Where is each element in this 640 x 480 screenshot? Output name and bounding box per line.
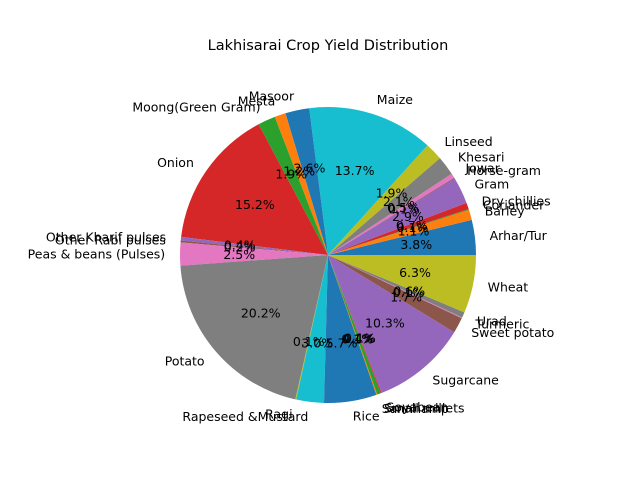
slice-percent-label: 0.1%	[393, 285, 425, 300]
slice-percent-label: 0.4%	[343, 331, 375, 346]
slice-percent-label: 0.6%	[393, 283, 425, 298]
pie-slice	[180, 242, 328, 266]
pie-slice	[296, 255, 328, 403]
pie-slice	[328, 145, 440, 255]
slice-category-label: Sweet potato	[471, 325, 554, 340]
pie-slice	[180, 236, 328, 255]
pie-slice	[328, 255, 476, 313]
slice-category-label: Barley	[485, 203, 526, 218]
slice-category-label: Small millets	[384, 400, 464, 415]
pie-slice	[328, 202, 469, 255]
slice-category-label: Sannhamp	[382, 401, 449, 416]
pie-percent-labels: 3.8%1.1%0.1%0.7%2.9%0.1%0.5%2.1%1.9%13.7…	[223, 161, 432, 351]
slice-category-label: Masoor	[249, 88, 295, 103]
pie-slices	[180, 107, 476, 404]
pie-slice	[328, 177, 455, 255]
slice-category-label: Horse-gram	[467, 163, 541, 178]
pie-slice	[328, 158, 452, 255]
slice-percent-label: 1.7%	[390, 290, 422, 305]
slice-category-label: Rapeseed &Mustard	[182, 409, 308, 424]
pie-slice	[328, 255, 463, 319]
slice-percent-label: 10.3%	[365, 316, 405, 331]
slice-percent-label: 3.0%	[301, 336, 333, 351]
slice-percent-label: 15.2%	[235, 197, 275, 212]
slice-category-label: Rice	[353, 408, 380, 423]
slice-percent-label: 3.8%	[400, 237, 432, 252]
slice-percent-label: 6.3%	[399, 265, 431, 280]
pie-slice	[328, 173, 455, 255]
slice-percent-label: 2.1%	[383, 194, 415, 209]
pie-slice	[328, 255, 378, 395]
slice-category-label: Onion	[157, 155, 194, 170]
pie-slice	[328, 209, 469, 255]
pie-slice	[285, 108, 328, 256]
pie-slice	[180, 240, 328, 255]
slice-category-label: Wheat	[488, 280, 529, 295]
pie-slice	[258, 116, 328, 256]
chart-title: Lakhisarai Crop Yield Distribution	[208, 38, 449, 54]
pie-slice	[328, 209, 472, 255]
slice-category-label: Arhar/Tur	[490, 228, 548, 243]
slice-percent-label: 0.1%	[344, 330, 376, 345]
slice-category-label: Soyabean	[387, 399, 449, 414]
slice-category-label: Other Rabi pulses	[55, 233, 166, 248]
pie-slice	[328, 255, 462, 333]
slice-percent-label: 0.1%	[388, 201, 420, 216]
slice-percent-label: 2.6%	[294, 161, 326, 176]
slice-category-label: Khesari	[458, 149, 505, 164]
slice-category-label: Other Kharif pulses	[46, 230, 166, 245]
slice-percent-label: 0.7%	[396, 218, 428, 233]
slice-category-label: Urad	[477, 313, 507, 328]
slice-percent-label: 0.1%	[293, 334, 325, 349]
slice-percent-label: 1.2%	[283, 164, 315, 179]
slice-percent-label: 0.1%	[397, 220, 429, 235]
slice-percent-label: 1.9%	[275, 167, 307, 182]
pie-slice	[328, 255, 455, 393]
pie-slice	[324, 255, 377, 404]
slice-percent-label: 13.7%	[335, 163, 375, 178]
slice-category-label: Mesta	[238, 94, 276, 109]
pie-slice	[328, 219, 476, 255]
slice-percent-label: 2.5%	[223, 247, 255, 262]
slice-category-label: Ragi	[265, 406, 292, 421]
pie-slice	[328, 255, 382, 394]
pie-slice	[274, 113, 328, 256]
slice-category-label: Linseed	[445, 134, 493, 149]
slice-percent-label: 1.9%	[376, 186, 408, 201]
slice-category-label: Jowar	[465, 160, 501, 175]
pie-slice	[309, 107, 428, 255]
slice-percent-label: 2.9%	[392, 209, 424, 224]
pie-slice	[295, 255, 328, 400]
slice-category-label: Maize	[377, 92, 413, 107]
slice-percent-label: 1.1%	[398, 223, 430, 238]
slice-percent-label: 0.1%	[341, 331, 373, 346]
slice-percent-label: 0.5%	[387, 200, 419, 215]
slice-category-label: Dry chillies	[482, 194, 551, 209]
pie-slice	[328, 178, 467, 255]
slice-percent-label: 5.7%	[326, 335, 358, 350]
pie-slice	[180, 255, 328, 400]
pie-slice	[328, 255, 465, 318]
slice-percent-label: 20.2%	[241, 305, 281, 320]
pie-slice	[328, 255, 381, 395]
pie-slice	[181, 124, 328, 255]
slice-category-label: Potato	[165, 354, 205, 369]
slice-category-label: Turmeric	[474, 317, 529, 332]
slice-category-label: Gram	[475, 177, 510, 192]
slice-category-label: Sugarcane	[432, 372, 499, 387]
slice-category-label: Coriander	[483, 197, 545, 212]
slice-category-label: Moong(Green Gram)	[132, 99, 260, 114]
slice-percent-label: 0.4%	[224, 238, 256, 253]
slice-category-label: Peas & beans (Pulses)	[28, 247, 166, 262]
slice-percent-label: 0.2%	[224, 239, 256, 254]
